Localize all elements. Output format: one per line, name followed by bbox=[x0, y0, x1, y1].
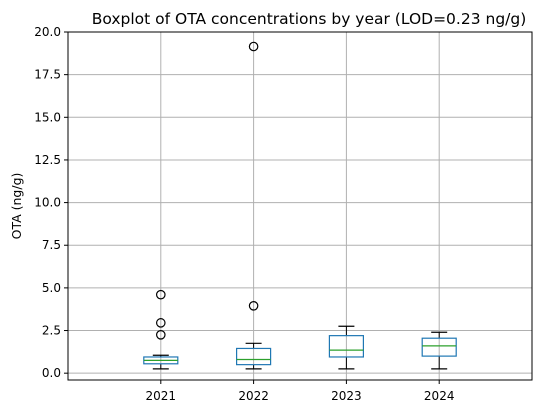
y-tick-label: 17.5 bbox=[34, 68, 61, 82]
iqr-box bbox=[236, 347, 272, 366]
y-tick-label: 7.5 bbox=[42, 238, 61, 252]
y-tick-label: 2.5 bbox=[42, 324, 61, 338]
iqr-box bbox=[328, 335, 364, 358]
iqr-box bbox=[421, 337, 457, 357]
box-layer bbox=[143, 41, 457, 370]
chart-title: Boxplot of OTA concentrations by year (L… bbox=[92, 10, 527, 28]
outlier-point bbox=[156, 318, 166, 328]
x-axis: 2021 2022 2023 2024 bbox=[146, 380, 455, 403]
outlier-point bbox=[156, 329, 166, 340]
y-tick-label: 10.0 bbox=[34, 196, 61, 210]
y-tick-label: 12.5 bbox=[34, 153, 61, 167]
box-2022 bbox=[236, 41, 272, 370]
y-axis: 0.0 2.5 5.0 7.5 10.0 12.5 15.0 17.5 20.0 bbox=[34, 25, 68, 380]
y-tick-label: 20.0 bbox=[34, 25, 61, 39]
y-tick-label: 0.0 bbox=[42, 366, 61, 380]
y-tick-label: 5.0 bbox=[42, 281, 61, 295]
grid-layer bbox=[68, 31, 532, 380]
x-tick-label: 2023 bbox=[331, 389, 362, 403]
y-axis-label: OTA (ng/g) bbox=[9, 173, 24, 240]
box-2023 bbox=[328, 325, 364, 370]
outlier-point bbox=[248, 300, 259, 311]
box-2021 bbox=[143, 289, 179, 370]
x-tick-label: 2021 bbox=[146, 389, 177, 403]
x-tick-label: 2024 bbox=[424, 389, 455, 403]
outlier-point bbox=[156, 289, 166, 300]
plot-frame bbox=[67, 31, 533, 381]
outlier-point bbox=[248, 41, 259, 52]
box-2024 bbox=[421, 331, 457, 370]
x-tick-label: 2022 bbox=[238, 389, 269, 403]
y-tick-label: 15.0 bbox=[34, 110, 61, 124]
